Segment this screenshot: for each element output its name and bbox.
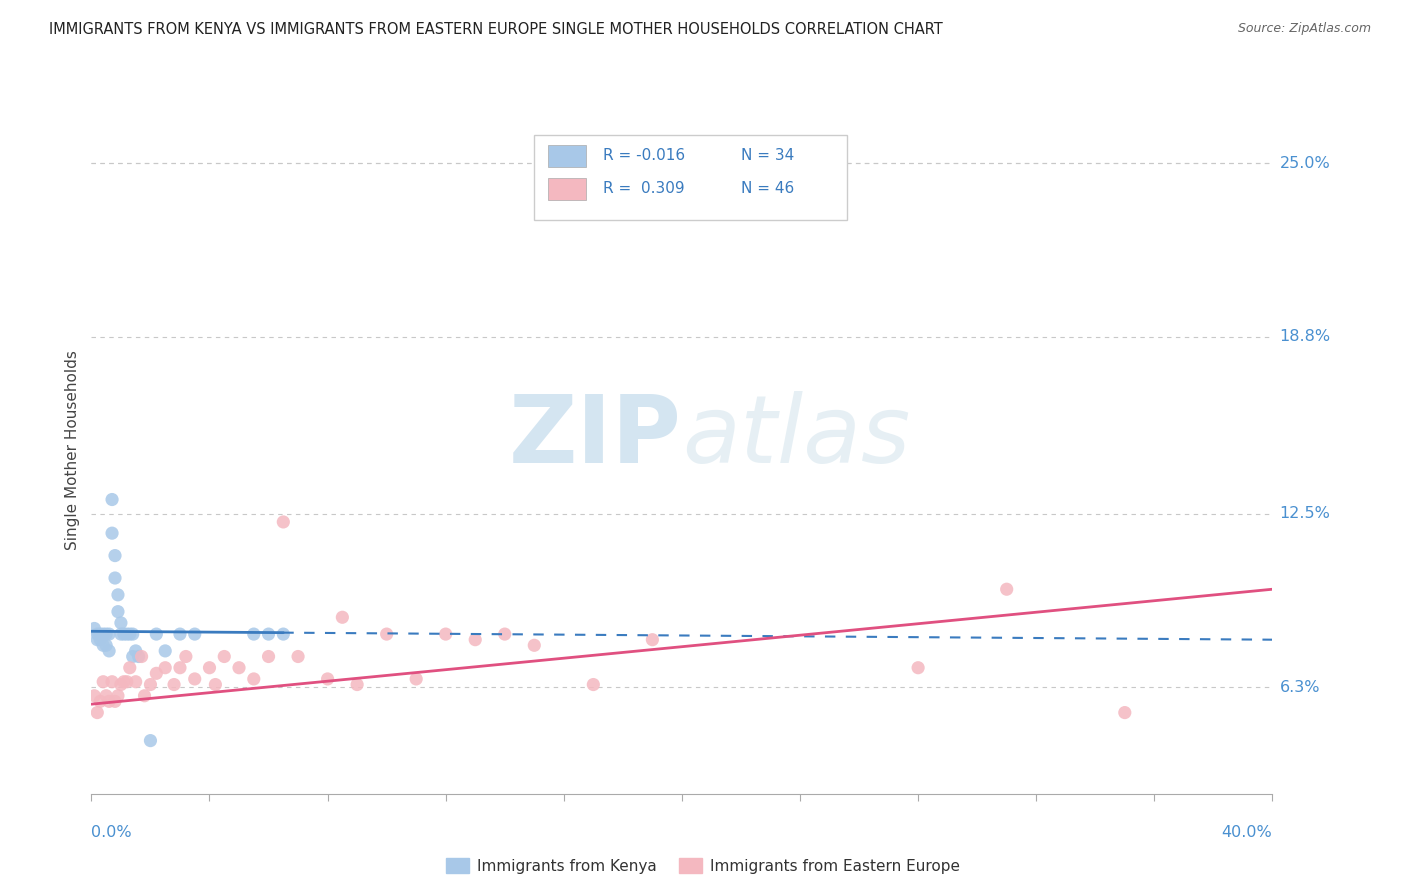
Point <box>110 677 132 691</box>
Bar <box>548 178 586 200</box>
Point <box>145 666 167 681</box>
Text: 18.8%: 18.8% <box>1279 329 1330 344</box>
Point <box>139 677 162 691</box>
Point <box>121 649 143 664</box>
Point <box>110 615 132 630</box>
Point <box>273 515 295 529</box>
Point <box>107 689 129 703</box>
Text: 40.0%: 40.0% <box>1222 825 1272 840</box>
Point <box>995 582 1018 597</box>
Point <box>759 184 782 198</box>
Point <box>139 733 162 747</box>
Point <box>104 571 127 585</box>
Point <box>434 627 457 641</box>
Point <box>128 649 150 664</box>
Point <box>169 627 191 641</box>
Point <box>243 627 266 641</box>
Point <box>273 627 295 641</box>
Point <box>91 627 114 641</box>
Point <box>96 627 118 641</box>
Point <box>118 627 141 641</box>
Point <box>89 632 111 647</box>
Point <box>110 627 132 641</box>
Text: IMMIGRANTS FROM KENYA VS IMMIGRANTS FROM EASTERN EUROPE SINGLE MOTHER HOUSEHOLDS: IMMIGRANTS FROM KENYA VS IMMIGRANTS FROM… <box>49 22 943 37</box>
Point <box>375 627 398 641</box>
Point <box>91 638 114 652</box>
Point <box>332 610 354 624</box>
Point <box>121 627 143 641</box>
Point <box>1114 706 1136 720</box>
Point <box>98 627 121 641</box>
Point <box>494 627 516 641</box>
Point <box>115 674 138 689</box>
Point <box>91 674 114 689</box>
Point <box>153 644 177 658</box>
Point <box>115 627 138 641</box>
Point <box>112 674 135 689</box>
Point <box>86 632 108 647</box>
Point <box>83 622 105 636</box>
Point <box>464 632 486 647</box>
Point <box>86 627 108 641</box>
Point <box>907 661 929 675</box>
Text: 6.3%: 6.3% <box>1279 680 1320 695</box>
Text: 0.0%: 0.0% <box>91 825 132 840</box>
Text: 12.5%: 12.5% <box>1279 506 1330 521</box>
Point <box>101 526 124 541</box>
Point <box>316 672 339 686</box>
Point <box>145 627 167 641</box>
Legend: Immigrants from Kenya, Immigrants from Eastern Europe: Immigrants from Kenya, Immigrants from E… <box>440 852 966 880</box>
Point <box>134 689 156 703</box>
Text: R = -0.016: R = -0.016 <box>603 148 685 163</box>
Point <box>287 649 309 664</box>
Point <box>96 638 118 652</box>
Point <box>582 677 605 691</box>
Point <box>523 638 546 652</box>
Text: R =  0.309: R = 0.309 <box>603 181 685 196</box>
Text: Source: ZipAtlas.com: Source: ZipAtlas.com <box>1237 22 1371 36</box>
Point <box>243 672 266 686</box>
FancyBboxPatch shape <box>534 135 848 220</box>
Point <box>124 674 148 689</box>
Point <box>346 677 368 691</box>
Point <box>204 677 226 691</box>
Point <box>214 649 236 664</box>
Text: N = 34: N = 34 <box>741 148 794 163</box>
Point <box>163 677 186 691</box>
Point <box>198 661 221 675</box>
Point <box>228 661 250 675</box>
Point <box>257 649 280 664</box>
Text: ZIP: ZIP <box>509 391 682 483</box>
Point <box>118 661 141 675</box>
Point <box>169 661 191 675</box>
Point <box>131 649 153 664</box>
Point <box>86 706 108 720</box>
Text: N = 46: N = 46 <box>741 181 794 196</box>
Point <box>124 644 148 658</box>
Point <box>98 644 121 658</box>
Point <box>101 674 124 689</box>
Point <box>183 672 207 686</box>
Point <box>405 672 427 686</box>
Point <box>101 492 124 507</box>
Bar <box>548 145 586 167</box>
Point <box>89 627 111 641</box>
Point <box>107 605 129 619</box>
Point <box>104 694 127 708</box>
Point <box>183 627 207 641</box>
Point <box>153 661 177 675</box>
Text: atlas: atlas <box>682 392 910 483</box>
Point <box>89 694 111 708</box>
Point <box>96 689 118 703</box>
Point <box>641 632 664 647</box>
Point <box>83 689 105 703</box>
Point <box>104 549 127 563</box>
Point <box>107 588 129 602</box>
Text: 25.0%: 25.0% <box>1279 155 1330 170</box>
Y-axis label: Single Mother Households: Single Mother Households <box>65 351 80 550</box>
Point <box>257 627 280 641</box>
Point <box>98 694 121 708</box>
Point <box>174 649 197 664</box>
Point <box>112 627 135 641</box>
